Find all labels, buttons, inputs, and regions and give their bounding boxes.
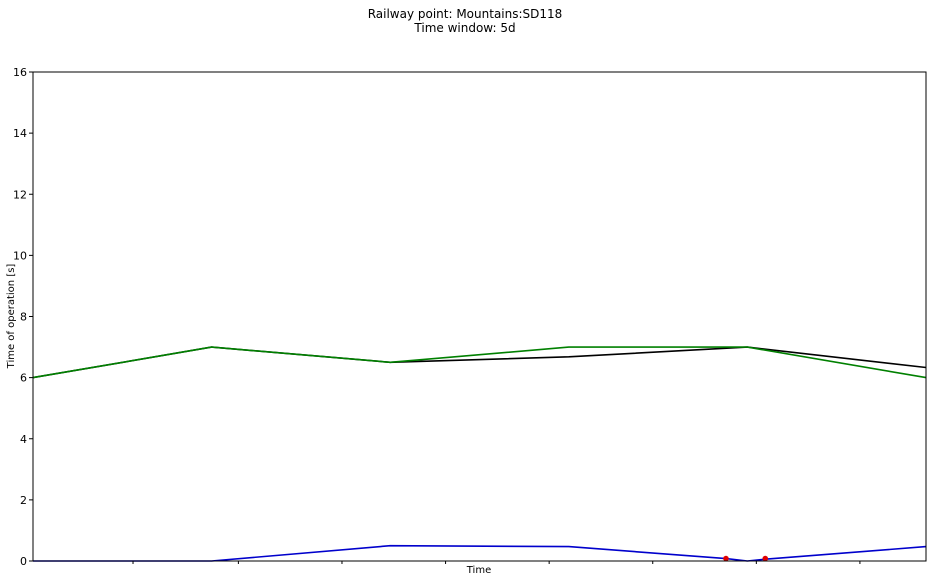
x-axis-label: Time xyxy=(466,565,491,576)
y-tick-label-5: 10 xyxy=(13,249,27,262)
y-tick-label-3: 6 xyxy=(20,372,27,385)
y-axis: 0 2 4 6 8 10 12 14 16 xyxy=(13,66,33,568)
chart-title: Railway point: Mountains:SD118 xyxy=(368,7,563,21)
x-axis xyxy=(132,561,861,564)
y-tick-label-6: 12 xyxy=(13,188,27,201)
y-tick-label-4: 8 xyxy=(20,311,27,324)
anomaly-marker-0 xyxy=(723,555,729,562)
series-line-2 xyxy=(33,544,927,562)
plot-frame xyxy=(32,71,927,562)
y-axis-label: Time of operation [s] xyxy=(6,264,17,370)
series-line-1 xyxy=(32,346,927,379)
y-tick-label-1: 2 xyxy=(20,494,27,507)
y-tick-label-0: 0 xyxy=(20,555,27,568)
y-tick-label-2: 4 xyxy=(20,433,27,446)
series-line-0 xyxy=(32,346,927,379)
series-layer xyxy=(32,346,927,562)
y-tick-label-7: 14 xyxy=(13,127,27,140)
chart-subtitle: Time window: 5d xyxy=(413,21,515,35)
anomaly-marker-1 xyxy=(762,555,769,562)
marker-layer xyxy=(723,555,769,562)
y-tick-label-8: 16 xyxy=(13,66,27,79)
